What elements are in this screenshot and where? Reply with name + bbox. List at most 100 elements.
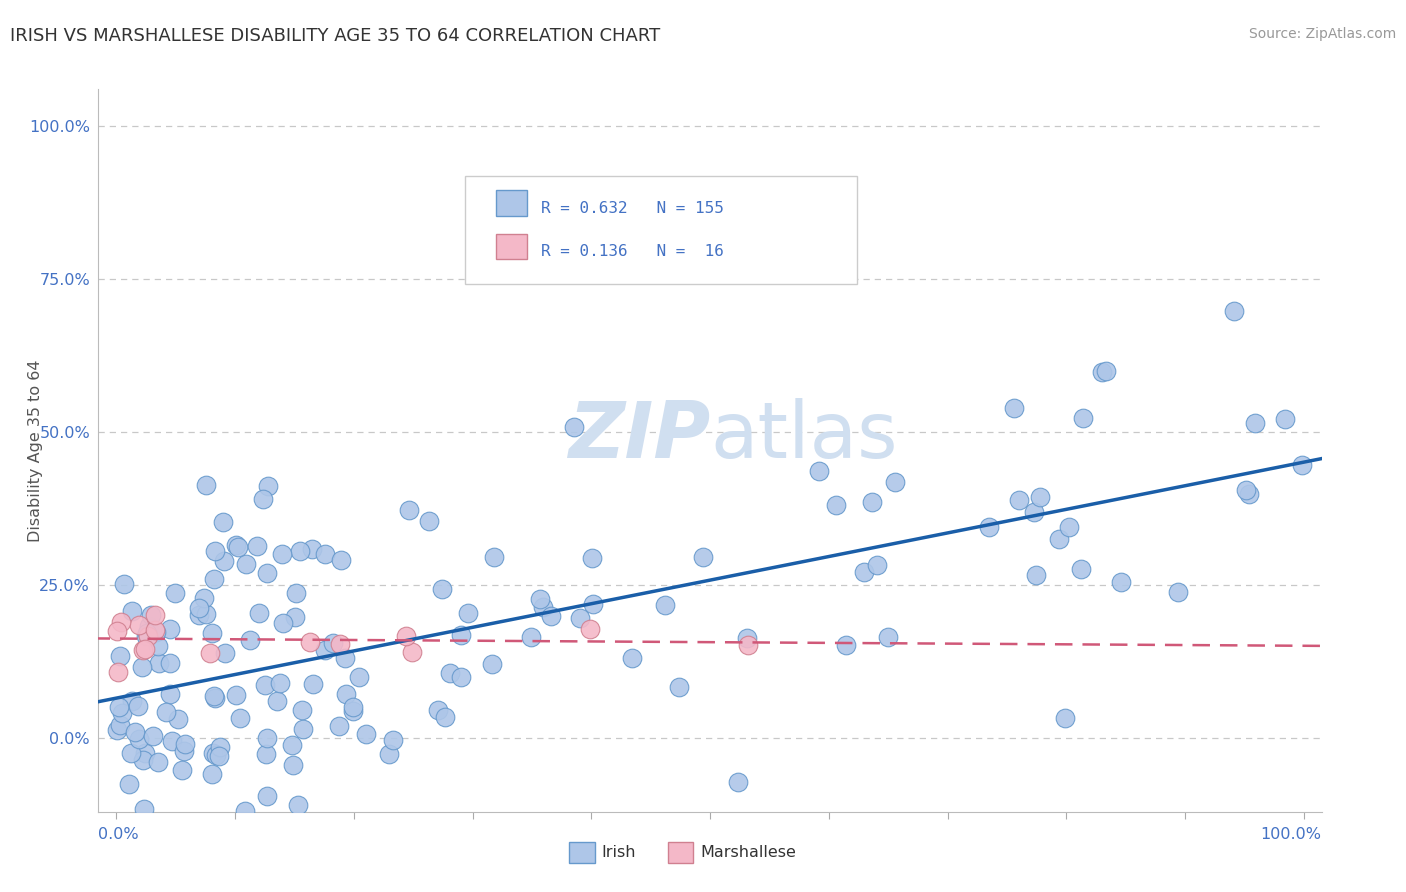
Point xyxy=(398,502,420,516)
Text: Source: ZipAtlas.com: Source: ZipAtlas.com xyxy=(1249,27,1396,41)
Point xyxy=(266,694,288,708)
Point xyxy=(654,598,676,612)
Point xyxy=(287,797,309,812)
Point xyxy=(1070,561,1092,575)
Point xyxy=(301,541,323,556)
Point xyxy=(692,550,714,565)
Point xyxy=(382,732,405,747)
Point xyxy=(155,705,177,719)
Point xyxy=(568,611,591,625)
Point xyxy=(253,678,276,692)
Point xyxy=(105,624,128,638)
Point xyxy=(291,702,314,716)
Point xyxy=(519,630,541,644)
Point xyxy=(124,725,146,739)
Point xyxy=(1057,520,1080,534)
Point xyxy=(214,646,236,660)
Point xyxy=(142,729,165,743)
Point xyxy=(979,520,1001,534)
Point xyxy=(249,606,271,620)
Point xyxy=(143,607,166,622)
Point xyxy=(349,670,371,684)
Point xyxy=(579,623,602,637)
Point xyxy=(167,823,190,838)
Point xyxy=(148,656,170,670)
Point xyxy=(335,650,357,665)
Point xyxy=(202,689,225,703)
Point xyxy=(256,566,278,581)
Point xyxy=(145,623,167,637)
Point xyxy=(1095,364,1118,378)
Point xyxy=(173,743,195,757)
Text: 0.0%: 0.0% xyxy=(98,827,139,842)
Point xyxy=(342,704,364,718)
Point xyxy=(1053,711,1076,725)
Point xyxy=(285,585,308,599)
Point xyxy=(201,746,224,760)
Point xyxy=(281,738,304,752)
Point xyxy=(283,757,305,772)
Point xyxy=(737,638,759,652)
Point xyxy=(211,515,233,529)
Point xyxy=(252,492,274,507)
Point xyxy=(257,478,280,492)
Point xyxy=(735,631,758,645)
Point xyxy=(329,637,352,651)
Point xyxy=(108,649,131,664)
Point xyxy=(834,638,856,652)
Point xyxy=(288,544,311,558)
Point xyxy=(208,749,231,764)
Point xyxy=(825,498,848,512)
Point xyxy=(204,544,226,558)
Point xyxy=(201,767,224,781)
Point xyxy=(1244,416,1267,430)
Point xyxy=(1109,574,1132,589)
Text: ZIP: ZIP xyxy=(568,398,710,474)
Point xyxy=(291,723,314,737)
Point xyxy=(457,606,479,620)
Point xyxy=(208,739,231,754)
Point xyxy=(1291,458,1313,472)
Point xyxy=(174,737,197,751)
Point xyxy=(226,540,249,554)
Point xyxy=(335,687,357,701)
Point xyxy=(205,748,228,763)
Point xyxy=(107,665,129,679)
Point xyxy=(314,547,336,561)
Point xyxy=(1167,585,1189,599)
Point xyxy=(132,643,155,657)
Point xyxy=(195,478,218,492)
Point xyxy=(581,597,603,611)
Point xyxy=(439,665,461,680)
Point xyxy=(484,549,506,564)
Point xyxy=(110,615,132,630)
Point xyxy=(884,475,907,490)
Point xyxy=(214,554,236,568)
Point xyxy=(860,494,883,508)
Point xyxy=(808,464,831,478)
Point xyxy=(668,680,690,694)
Point xyxy=(142,823,165,838)
Point xyxy=(1008,492,1031,507)
FancyBboxPatch shape xyxy=(465,176,856,285)
Point xyxy=(141,608,163,623)
Point xyxy=(1022,505,1045,519)
Point xyxy=(1223,303,1246,318)
Point xyxy=(121,694,143,708)
Point xyxy=(136,629,159,643)
Point xyxy=(430,582,453,597)
Point xyxy=(120,747,142,761)
Point xyxy=(127,699,149,714)
Point xyxy=(136,626,159,640)
Point xyxy=(1029,490,1052,504)
Y-axis label: Disability Age 35 to 64: Disability Age 35 to 64 xyxy=(28,359,44,541)
Point xyxy=(188,601,211,615)
Point xyxy=(450,628,472,642)
Point xyxy=(450,670,472,684)
Point xyxy=(1237,487,1260,501)
Point xyxy=(1025,568,1047,582)
Point xyxy=(374,823,396,838)
Text: IRISH VS MARSHALLESE DISABILITY AGE 35 TO 64 CORRELATION CHART: IRISH VS MARSHALLESE DISABILITY AGE 35 T… xyxy=(10,27,659,45)
Point xyxy=(1236,483,1258,498)
Point xyxy=(134,641,156,656)
